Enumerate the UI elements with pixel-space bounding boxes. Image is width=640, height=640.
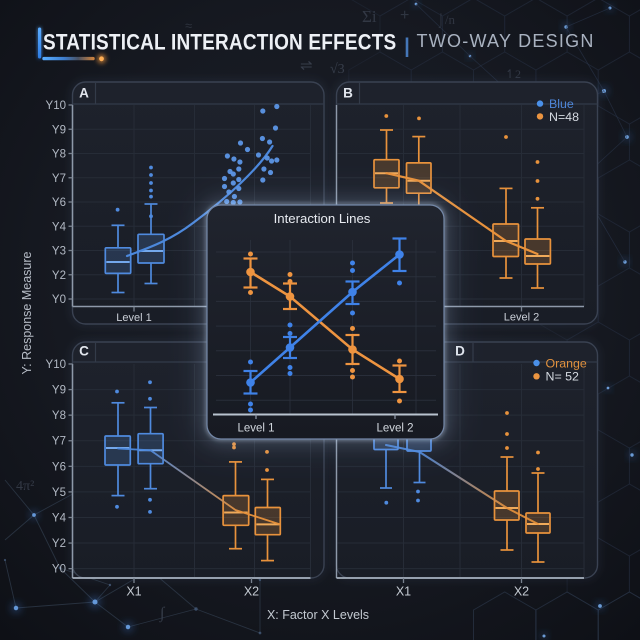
svg-text:Y0: Y0 [52,294,66,306]
svg-text:Y4: Y4 [52,512,67,524]
svg-text:Level 2: Level 2 [504,312,539,324]
svg-text:X1: X1 [126,585,141,599]
svg-text:C: C [79,344,89,359]
svg-text:+: + [400,7,409,24]
svg-text:⌡/n: ⌡/n [437,12,455,28]
svg-text:Y2: Y2 [52,270,66,282]
svg-text:Y7: Y7 [52,173,66,185]
svg-text:Y0: Y0 [52,564,66,576]
svg-text:Y3: Y3 [52,246,66,258]
svg-text:X: Factor X Levels: X: Factor X Levels [267,608,369,622]
svg-text:Level 1: Level 1 [116,312,151,324]
svg-text:X2: X2 [244,585,259,599]
svg-text:Y8: Y8 [52,410,66,422]
svg-text:⇌: ⇌ [300,57,313,74]
svg-text:Y4: Y4 [52,221,67,233]
svg-text:Orange: Orange [546,356,587,370]
svg-text:√3: √3 [330,62,345,77]
svg-text:D: D [455,344,465,359]
svg-text:STATISTICAL INTERACTION EFFECT: STATISTICAL INTERACTION EFFECTS [43,30,396,55]
svg-text:N=48: N=48 [549,110,579,124]
svg-text:Y7: Y7 [52,436,66,448]
svg-text:∫: ∫ [159,605,166,623]
svg-text:Y2: Y2 [52,538,66,550]
svg-text:Level 2: Level 2 [376,423,413,435]
svg-text:Y8: Y8 [52,149,66,161]
svg-text:N= 52: N= 52 [546,370,580,384]
svg-text:Y9: Y9 [52,385,66,397]
svg-text:X1: X1 [396,585,411,599]
svg-text:Y9: Y9 [52,124,66,136]
svg-text:X2: X2 [514,585,529,599]
svg-text:B: B [343,86,353,101]
svg-text:Y10: Y10 [46,100,66,112]
svg-text:TWO-WAY DESIGN: TWO-WAY DESIGN [417,31,595,51]
svg-text:Y: Response Measure: Y: Response Measure [20,251,34,374]
svg-text:Σi: Σi [362,7,377,26]
svg-text:Interaction Lines: Interaction Lines [274,211,371,226]
svg-text:Blue: Blue [549,97,574,111]
svg-text:A: A [79,86,89,101]
svg-text:≈: ≈ [185,18,192,33]
svg-text:Y6: Y6 [52,197,66,209]
svg-text:Y5: Y5 [52,487,66,499]
svg-text:Level 1: Level 1 [237,423,274,435]
svg-text:↿2: ↿2 [505,67,521,81]
svg-text:Y10: Y10 [46,359,66,371]
svg-text:4π²: 4π² [16,479,34,494]
svg-text:Y6: Y6 [52,461,66,473]
